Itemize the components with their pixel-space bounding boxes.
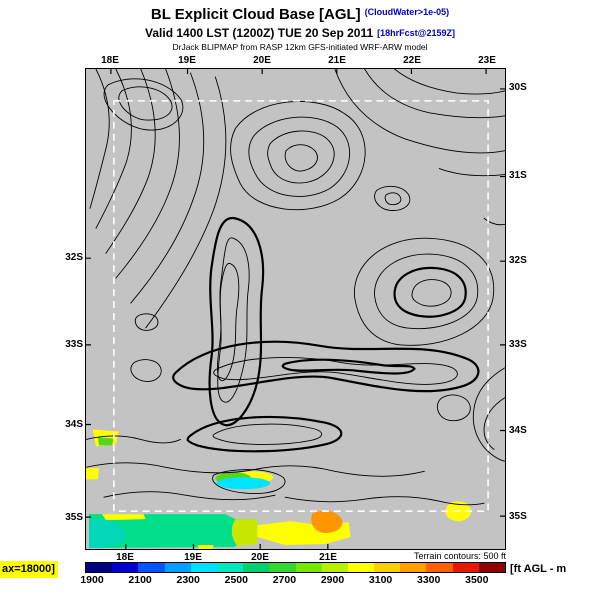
axis-tick-right: 30S: [509, 82, 527, 93]
cloudbase-region: [311, 510, 343, 534]
axis-tick-right: 31S: [509, 170, 527, 181]
terrain-contours-bold: [172, 217, 480, 453]
contour-map-svg: [86, 69, 505, 549]
terrain-contours-note: Terrain contours: 500 ft: [413, 551, 506, 561]
axis-tick-left: 33S: [65, 339, 83, 350]
cloudbase-region: [216, 477, 271, 490]
colorbar-segment: [400, 563, 427, 572]
colorbar-segment: [452, 563, 479, 572]
axis-tick-bottom: 18E: [116, 552, 134, 563]
colorbar-tick-label: 3300: [417, 574, 441, 586]
cloudbase-region: [101, 514, 146, 521]
colorbar-segment: [321, 563, 348, 572]
colorbar-segment: [243, 563, 270, 572]
colorbar-segment: [426, 563, 453, 572]
cloudwater-threshold-note: (CloudWater>1e-05): [364, 7, 450, 17]
axis-tick-right: 33S: [509, 339, 527, 350]
valid-time-row: Valid 1400 LST (1200Z) TUE 20 Sep 2011 [1…: [0, 26, 600, 40]
axis-tick-top: 19E: [178, 55, 196, 66]
colorbar-segment: [190, 563, 217, 572]
cloudbase-region: [97, 437, 114, 446]
colorbar-segment: [86, 563, 113, 572]
axis-tick-left: 35S: [65, 512, 83, 523]
cloudbase-region: [86, 467, 99, 480]
cloudbase-region: [88, 518, 126, 549]
map-frame: [85, 68, 506, 550]
axis-tick-top: 20E: [253, 55, 271, 66]
colorbar-segment: [478, 563, 505, 572]
axis-tick-right: 35S: [509, 511, 527, 522]
colorbar-max-label: ax=18000]: [0, 561, 58, 578]
model-attribution: DrJack BLIPMAP from RASP 12km GFS-initia…: [172, 42, 428, 52]
valid-time-text: Valid 1400 LST (1200Z) TUE 20 Sep 2011: [145, 26, 374, 40]
axis-tick-top: 22E: [403, 55, 421, 66]
colorbar: [85, 562, 506, 573]
colorbar-units-label: [ft AGL - m: [510, 563, 567, 575]
frame-tick-marks: [86, 69, 505, 549]
axis-tick-bottom: 20E: [251, 552, 269, 563]
colorbar-tick-label: 2900: [320, 574, 345, 586]
axis-tick-top: 23E: [478, 55, 496, 66]
model-domain-boundary: [113, 100, 489, 512]
axis-tick-bottom: 21E: [319, 552, 337, 563]
axis-tick-left: 34S: [65, 419, 83, 430]
colorbar-tick-label: 2100: [128, 574, 152, 586]
colorbar-tick-label: 3100: [368, 574, 393, 586]
colorbar-tick-label: 3500: [465, 574, 489, 586]
axis-tick-top: 18E: [101, 55, 119, 66]
colorbar-segment: [216, 563, 244, 572]
colorbar-segment: [347, 563, 375, 572]
colorbar-segment: [112, 563, 139, 572]
cloudbase-region: [197, 545, 214, 549]
axis-tick-right: 32S: [509, 255, 527, 266]
colorbar-segment: [269, 563, 296, 572]
axis-tick-right: 34S: [509, 425, 527, 436]
axis-tick-bottom: 19E: [184, 552, 202, 563]
terrain-contours: [86, 69, 505, 506]
colorbar-tick-label: 2700: [272, 574, 297, 586]
colorbar-segment: [295, 563, 322, 572]
colorbar-tick-label: 2500: [224, 574, 248, 586]
cloudbase-region: [88, 514, 258, 549]
plot-title-row: BL Explicit Cloud Base [AGL] (CloudWater>…: [0, 6, 600, 23]
axis-tick-left: 32S: [65, 252, 83, 263]
colorbar-tick-label: 1900: [80, 574, 104, 586]
forecast-hour-note: [18hrFcst@2159Z]: [377, 28, 455, 38]
colorbar-tick-label: 2300: [176, 574, 200, 586]
cloudbase-region: [231, 519, 258, 547]
plot-title: BL Explicit Cloud Base [AGL]: [150, 6, 361, 23]
axis-tick-top: 21E: [328, 55, 346, 66]
colorbar-segment: [164, 563, 191, 572]
colorbar-segment: [374, 563, 401, 572]
colorbar-segment: [138, 563, 165, 572]
